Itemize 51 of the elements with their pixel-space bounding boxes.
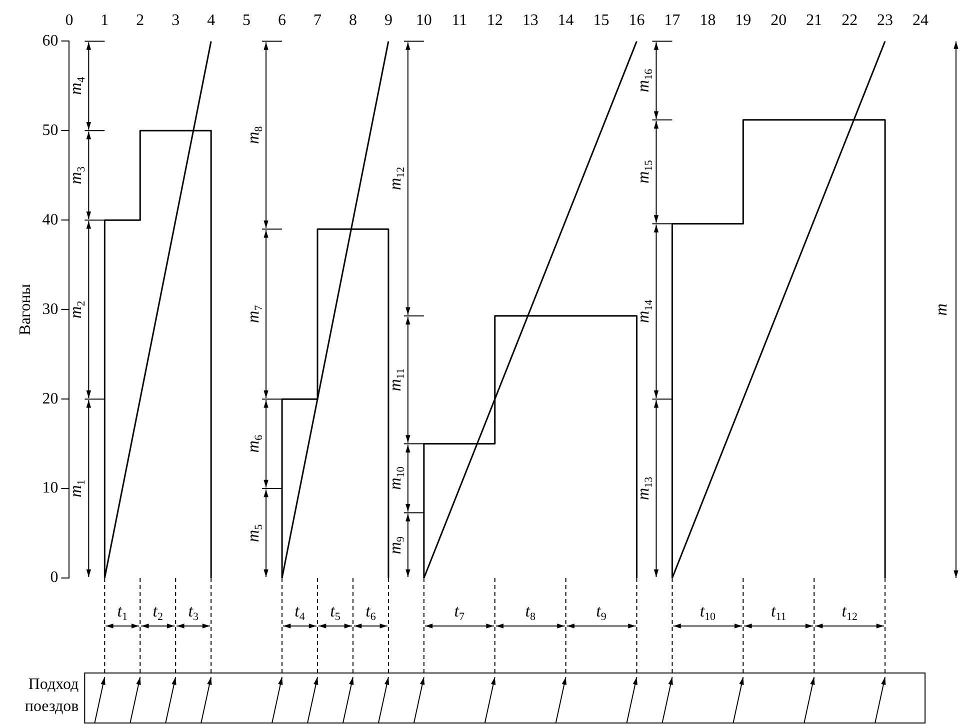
annotation: m1 — [66, 480, 88, 498]
x-tick-label: 7 — [314, 12, 322, 29]
x-tick-label: 20 — [770, 12, 787, 29]
y-tick-label: 20 — [42, 390, 58, 408]
x-tick-label: 19 — [735, 12, 752, 29]
annotation: m4 — [66, 76, 88, 95]
y-axis-title: Вагоны — [16, 284, 34, 336]
annotation: m5 — [244, 524, 265, 542]
x-tick-label: 18 — [700, 12, 716, 29]
x-tick-label: 4 — [207, 12, 216, 29]
x-tick-label: 8 — [348, 12, 357, 29]
x-tick-label: 9 — [384, 12, 392, 29]
x-tick-label: 6 — [278, 12, 286, 29]
annotation: m16 — [634, 68, 656, 92]
y-tick-label: 30 — [42, 300, 58, 318]
x-tick-label: 14 — [558, 12, 574, 29]
x-tick-label: 13 — [522, 12, 538, 29]
x-tick-label: 5 — [242, 12, 251, 29]
annotation: m7 — [244, 304, 265, 323]
annotation: m11 — [385, 368, 407, 392]
x-tick-label: 12 — [486, 12, 503, 29]
annotation: m9 — [385, 536, 407, 554]
annotation: m8 — [244, 126, 265, 144]
annotation: m6 — [244, 434, 265, 453]
annotation: m15 — [634, 160, 656, 184]
annotation: m3 — [66, 166, 88, 184]
annotation: m2 — [66, 300, 88, 318]
y-tick-label: 10 — [42, 480, 58, 497]
text: Подход поездов — [24, 676, 80, 716]
x-tick-label: 0 — [65, 12, 74, 29]
x-tick-label: 22 — [842, 12, 858, 29]
x-tick-label: 24 — [912, 12, 929, 29]
y-tick-label: 40 — [42, 211, 58, 228]
x-tick-label: 10 — [416, 12, 432, 29]
y-tick-label: 50 — [42, 122, 58, 139]
x-tick-label: 21 — [806, 12, 822, 29]
x-tick-label: 3 — [172, 12, 180, 29]
x-tick-label: 11 — [452, 12, 468, 29]
x-tick-label: 16 — [628, 12, 645, 29]
y-tick-label: 60 — [42, 32, 58, 50]
annotation: m10 — [385, 466, 407, 490]
annotation: m12 — [385, 166, 407, 190]
x-tick-label: 1 — [100, 12, 109, 29]
x-tick-label: 15 — [593, 12, 610, 29]
x-tick-label: 2 — [136, 12, 144, 29]
annotation: m14 — [634, 299, 656, 324]
annotation: m13 — [634, 476, 656, 500]
annotation: m — [931, 303, 950, 316]
y-tick-label: 0 — [50, 569, 58, 586]
x-tick-label: 17 — [664, 12, 680, 29]
x-tick-label: 23 — [877, 12, 894, 29]
